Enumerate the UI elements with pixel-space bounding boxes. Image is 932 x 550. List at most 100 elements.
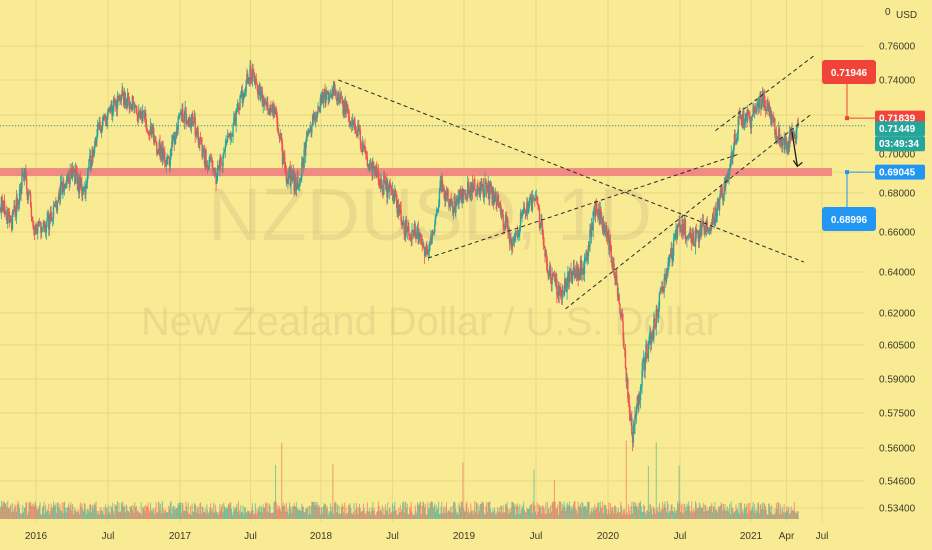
candle-body (74, 169, 77, 184)
candle-body (341, 97, 343, 104)
candle-body (11, 212, 14, 230)
candle-body (442, 188, 445, 192)
volume-bar (268, 503, 270, 519)
candle-body (130, 105, 133, 111)
volume-bar (391, 512, 393, 519)
candle-body (718, 202, 720, 210)
volume-bar (757, 503, 759, 519)
trendline[interactable] (565, 114, 811, 310)
candle-body (600, 209, 602, 217)
candle-body (635, 406, 638, 416)
volume-bar (73, 506, 75, 519)
volume-bar (611, 506, 613, 519)
candle-body (345, 102, 347, 112)
volume-bar (405, 501, 407, 519)
volume-bar (640, 506, 642, 519)
volume-bar (341, 506, 343, 519)
candle-body (769, 111, 771, 117)
candle-body (462, 188, 464, 199)
projection-arrow-line[interactable] (791, 131, 799, 167)
volume-bar (117, 512, 119, 519)
candle-body (333, 81, 336, 93)
candle-body (665, 276, 667, 282)
candle-body (375, 166, 377, 175)
candle-body (348, 116, 351, 124)
candle-body (213, 169, 215, 171)
volume-bar (569, 506, 571, 519)
volume-bar (136, 511, 138, 519)
trendline[interactable] (338, 79, 804, 263)
price-badge-bg (875, 164, 925, 180)
candle-body (400, 209, 402, 222)
volume-bar (79, 514, 81, 519)
trendline[interactable] (428, 153, 740, 259)
volume-bar (144, 510, 146, 519)
volume-bar (148, 509, 150, 519)
volume-bar (753, 510, 755, 519)
price-badge[interactable]: 0.71449 (875, 121, 925, 137)
candle-body (756, 103, 758, 112)
candle-body (690, 237, 693, 243)
candle-body (369, 163, 371, 170)
volume-bar (31, 503, 33, 519)
candle-body (489, 187, 491, 199)
candle-body (414, 223, 416, 236)
candle-body (109, 107, 112, 111)
trendline[interactable] (715, 54, 816, 131)
volume-bar (90, 504, 92, 519)
candle-body (152, 128, 154, 130)
volume-bar (597, 502, 599, 519)
candle-body (424, 249, 427, 256)
volume-bar (685, 510, 687, 519)
candle-body (521, 214, 523, 219)
volume-bar (779, 504, 781, 519)
candle-body (767, 100, 769, 111)
volume-bar (679, 501, 681, 519)
candle-body (65, 184, 67, 185)
volume-bar (489, 501, 491, 519)
volume-bar (497, 507, 499, 519)
volume-bar (622, 509, 624, 519)
volume-bar (572, 508, 574, 519)
candle-body (448, 205, 451, 207)
volume-bar (733, 511, 735, 519)
volume-bar (192, 511, 194, 519)
volume-bar (135, 507, 137, 519)
candle-body (313, 114, 315, 120)
target-price-box[interactable]: 0.68996 (822, 170, 876, 231)
candle-body (718, 197, 721, 210)
candle-body (680, 230, 682, 233)
volume-bar (436, 509, 438, 519)
volume-bar (402, 502, 404, 519)
volume-bar (556, 508, 558, 519)
volume-bar (67, 503, 69, 519)
volume-bar (399, 504, 401, 519)
candle-body (217, 165, 220, 168)
price-badge[interactable]: 0.69045 (875, 164, 925, 180)
candle-body (113, 99, 115, 101)
volume-bar (341, 503, 343, 519)
candle-body (543, 245, 545, 247)
volume-bar (646, 510, 648, 519)
candle-body (67, 173, 70, 182)
candle-body (202, 150, 204, 157)
volume-bar (68, 508, 70, 519)
candle-body (274, 106, 276, 114)
volume-bar (302, 506, 304, 519)
target-price-box[interactable]: 0.71946 (822, 60, 876, 121)
candle-body (147, 131, 149, 133)
volume-bar (12, 511, 14, 519)
volume-bar (758, 502, 760, 519)
volume-bar (700, 507, 702, 519)
candle-body (793, 133, 796, 139)
candle-body (788, 141, 790, 148)
candle-body (507, 220, 509, 233)
volume-bar (628, 504, 630, 519)
volume-bar (662, 501, 664, 519)
candle-body (358, 130, 361, 131)
volume-bar (93, 508, 95, 519)
volume-bar (407, 514, 409, 519)
volume-bar (124, 512, 126, 519)
